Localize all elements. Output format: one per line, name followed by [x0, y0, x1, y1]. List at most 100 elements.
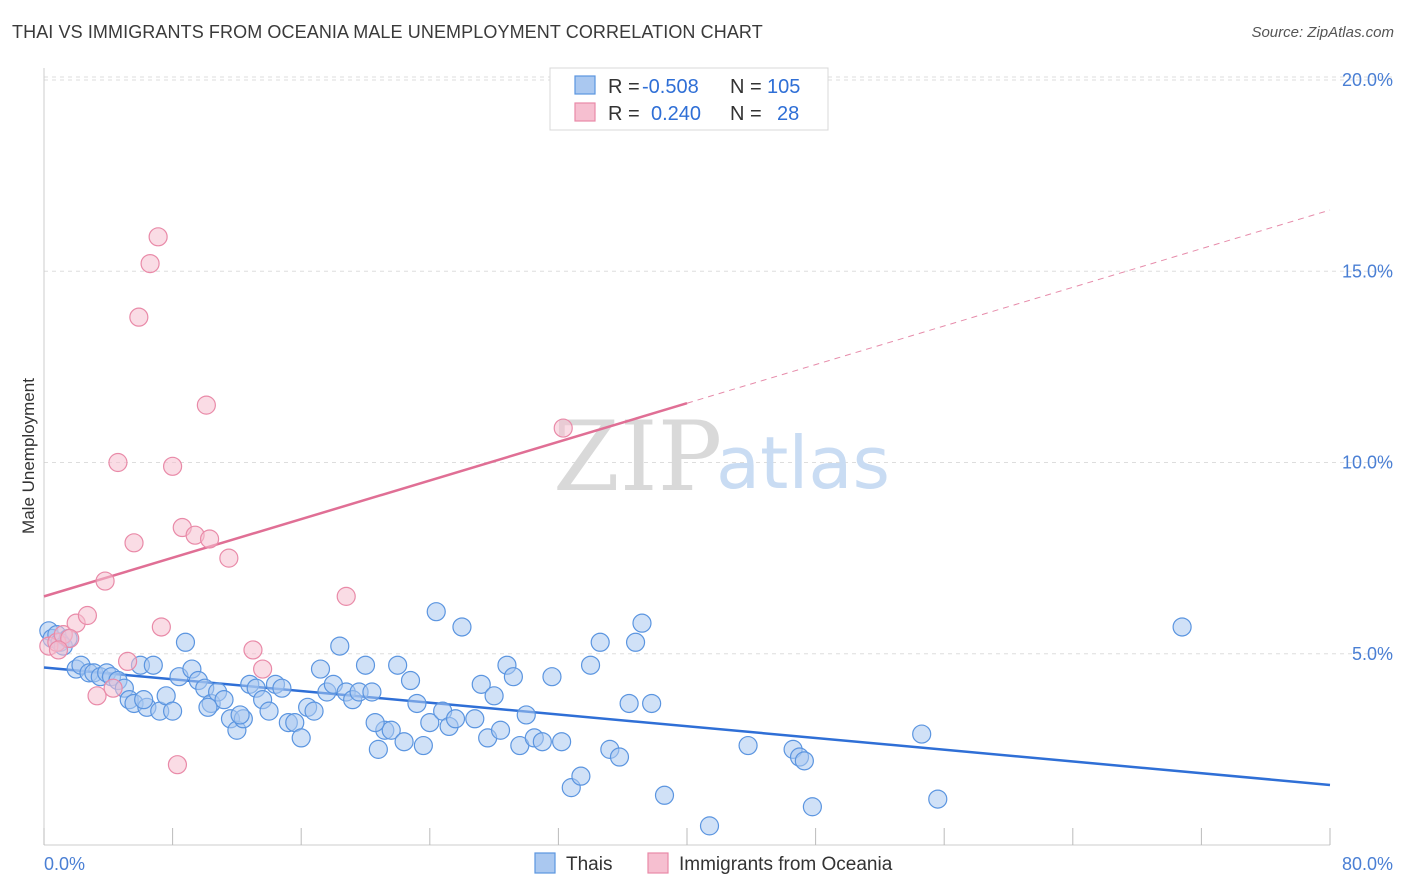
point-thais — [552, 732, 572, 752]
point-oceania — [140, 254, 160, 274]
point-oceania — [167, 755, 188, 775]
point-thais — [532, 732, 552, 752]
y-axis-label: Male Unemployment — [19, 378, 38, 534]
data-points — [39, 227, 1192, 836]
point-thais — [471, 674, 491, 694]
axes — [43, 68, 1331, 846]
point-oceania — [87, 686, 107, 706]
legend-bottom-swatch-oceania — [647, 852, 669, 874]
point-oceania — [124, 533, 144, 553]
point-thais — [365, 712, 385, 733]
point-thais — [272, 678, 292, 698]
legend-swatch-oceania — [574, 102, 596, 122]
point-oceania — [336, 586, 356, 606]
point-thais — [642, 693, 662, 714]
legend-n-label-thais: N = — [730, 76, 762, 98]
point-thais — [388, 655, 408, 675]
point-thais — [699, 816, 720, 836]
point-thais — [362, 682, 382, 702]
point-oceania — [163, 456, 183, 476]
x-tick-label: 80.0% — [1342, 854, 1393, 874]
point-thais — [571, 766, 591, 786]
point-thais — [794, 751, 814, 771]
y-tick-label: 15.0% — [1342, 261, 1393, 281]
point-thais — [580, 655, 601, 675]
point-thais — [291, 728, 311, 748]
point-oceania — [553, 418, 573, 438]
point-thais — [738, 735, 758, 756]
y-tick-label: 5.0% — [1352, 644, 1393, 664]
legend-r-value-oceania: 0.240 — [651, 103, 701, 125]
point-thais — [259, 701, 279, 721]
point-thais — [381, 720, 401, 740]
trend-line-dashed-oceania — [686, 209, 1331, 404]
point-oceania — [117, 651, 138, 672]
point-thais — [163, 701, 183, 721]
point-thais — [912, 724, 932, 744]
point-oceania — [103, 678, 123, 698]
point-thais — [632, 613, 652, 633]
point-thais — [394, 732, 414, 752]
legend-top-box — [549, 67, 829, 131]
legend-swatch-thais — [574, 75, 596, 95]
point-thais — [426, 602, 446, 622]
point-thais — [452, 617, 472, 637]
point-thais — [465, 709, 485, 729]
watermark: ZIP atlas — [553, 401, 890, 513]
point-thais — [928, 789, 948, 809]
point-oceania — [108, 452, 128, 473]
point-thais — [230, 705, 250, 725]
point-oceania — [48, 640, 69, 660]
point-thais — [490, 720, 511, 740]
point-thais — [310, 659, 331, 679]
point-thais — [134, 690, 154, 710]
legend-r-label-oceania: R = — [608, 103, 640, 125]
point-thais — [175, 632, 196, 652]
point-oceania — [95, 571, 115, 591]
point-thais — [407, 693, 427, 714]
legend-n-value-oceania: 28 — [777, 103, 799, 125]
point-thais — [214, 690, 234, 710]
legend-n-label-oceania: N = — [730, 103, 762, 125]
y-tick-label: 20.0% — [1342, 70, 1393, 90]
legend-n-value-thais: 105 — [767, 76, 800, 98]
point-oceania — [148, 227, 168, 247]
legend-top: R = -0.508 N = 105 R = 0.240 N = 28 — [549, 67, 829, 131]
point-thais — [355, 655, 376, 675]
point-thais — [609, 747, 630, 767]
gridlines — [44, 76, 1392, 655]
trend-line-oceania — [43, 402, 688, 598]
point-thais — [445, 709, 466, 729]
point-thais — [503, 667, 523, 687]
point-thais — [654, 785, 675, 805]
legend-bottom-label-thais: Thais — [566, 854, 612, 875]
point-oceania — [77, 605, 98, 626]
point-oceania — [129, 307, 149, 327]
point-thais — [198, 697, 218, 717]
legend-bottom: Thais Immigrants from Oceania — [534, 852, 893, 875]
point-thais — [368, 739, 388, 759]
point-thais — [516, 705, 536, 725]
legend-r-value-thais: -0.508 — [642, 76, 699, 98]
source-label: Source: ZipAtlas.com — [1251, 24, 1394, 41]
point-thais — [304, 701, 324, 721]
point-thais — [330, 636, 350, 656]
chart-title: THAI VS IMMIGRANTS FROM OCEANIA MALE UNE… — [12, 22, 763, 42]
point-thais — [590, 632, 610, 652]
point-thais — [143, 655, 163, 675]
point-thais — [619, 693, 639, 714]
point-thais — [484, 686, 504, 706]
point-oceania — [253, 659, 273, 679]
point-thais — [1172, 617, 1192, 637]
point-thais — [413, 735, 433, 756]
x-tick-label: 0.0% — [44, 854, 85, 874]
legend-r-label-thais: R = — [608, 76, 640, 98]
point-oceania — [151, 617, 171, 637]
point-thais — [542, 667, 562, 687]
point-oceania — [219, 548, 239, 568]
legend-bottom-swatch-thais — [534, 852, 556, 874]
point-oceania — [199, 529, 220, 549]
point-oceania — [243, 640, 263, 660]
y-tick-label: 10.0% — [1342, 453, 1393, 473]
